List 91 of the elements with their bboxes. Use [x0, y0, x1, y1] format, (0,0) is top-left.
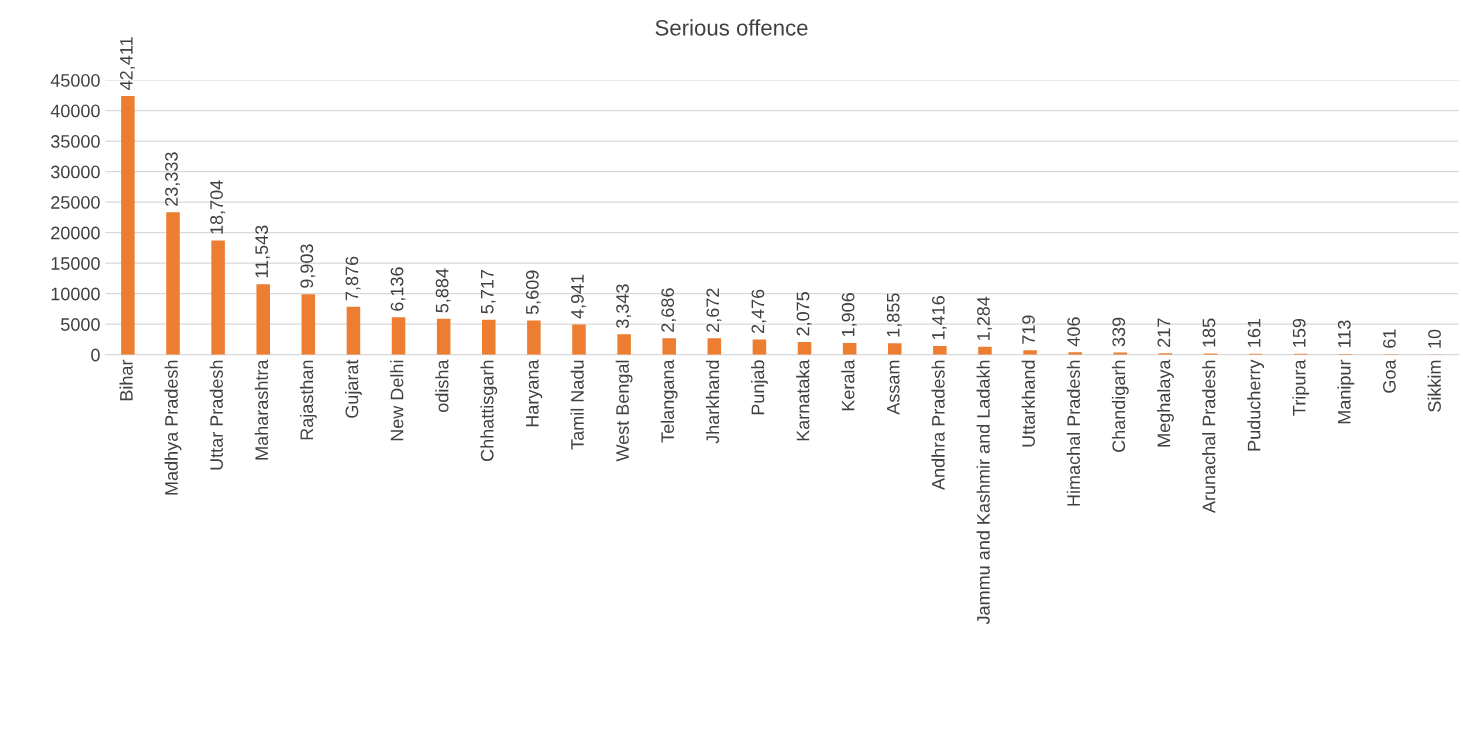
x-tick-label: Haryana — [526, 359, 543, 427]
data-label: 6,136 — [390, 267, 406, 311]
x-tick-label: Assam — [886, 360, 900, 415]
x-tick-label: odisha — [435, 359, 449, 412]
x-tick-label: Goa — [1383, 359, 1396, 393]
data-label: 11,543 — [255, 225, 271, 278]
data-label: 2,075 — [796, 292, 812, 336]
x-tick-label: Jharkhand — [705, 360, 720, 444]
data-label: 1,906 — [841, 293, 857, 337]
x-tick-label: Andhra Pradesh — [931, 360, 945, 490]
bar — [707, 338, 722, 355]
data-label: 42,411 — [119, 37, 135, 90]
x-tick-label: Madhya Pradesh — [164, 360, 182, 495]
data-label: 10 — [1428, 329, 1441, 348]
data-label: 719 — [1022, 315, 1035, 344]
x-tick-label: Meghalaya — [1156, 359, 1174, 447]
data-label: 406 — [1067, 317, 1081, 347]
data-label: 23,333 — [165, 152, 180, 206]
x-tick-label: Jammu and Kashmir and Ladakh — [976, 360, 990, 625]
y-tick-label: 40000 — [50, 104, 100, 118]
bar — [617, 334, 631, 355]
bar — [391, 317, 406, 355]
bar — [256, 284, 270, 355]
x-tick-label: Puducherry — [1247, 359, 1265, 451]
y-tick-label: 20000 — [51, 226, 100, 240]
x-tick-label: New Delhi — [390, 360, 404, 441]
x-tick-label: Punjab — [751, 360, 768, 415]
bar — [887, 343, 902, 355]
data-label: 5,717 — [481, 269, 496, 314]
data-label: 1,855 — [886, 293, 902, 337]
data-label: 1,284 — [977, 296, 992, 340]
x-tick-label: West Bengal — [615, 360, 633, 462]
x-tick-label: Chhattisgarh — [480, 360, 498, 461]
bar — [346, 306, 361, 355]
y-tick-label: 15000 — [51, 257, 100, 270]
x-tick-label: Tamil Nadu — [570, 360, 584, 450]
x-tick-label: Gujarat — [345, 359, 362, 418]
x-tick-label: Maharashtra — [254, 359, 269, 460]
data-label: 61 — [1383, 329, 1396, 348]
data-label: 217 — [1157, 318, 1171, 347]
data-label: 159 — [1292, 318, 1306, 347]
x-tick-label: Telangana — [660, 359, 678, 443]
data-label: 5,884 — [435, 268, 451, 313]
y-tick-label: 35000 — [50, 135, 100, 148]
x-tick-label: Sikkim — [1427, 360, 1441, 412]
bar — [527, 320, 541, 355]
bar — [121, 95, 135, 355]
bar — [842, 343, 857, 355]
y-tick-label: 30000 — [50, 165, 100, 179]
y-tick-label: 5000 — [61, 318, 100, 331]
bar — [211, 240, 225, 355]
data-label: 2,672 — [706, 288, 722, 332]
y-tick-label: 10000 — [51, 287, 100, 301]
data-label: 1,416 — [931, 296, 947, 340]
bar — [301, 294, 316, 355]
x-tick-label: Uttarkhand — [1021, 360, 1035, 447]
data-label: 18,704 — [210, 180, 226, 234]
x-tick-label: Arunachal Pradesh — [1202, 360, 1216, 514]
data-label: 4,941 — [571, 274, 586, 319]
x-tick-label: Rajasthan — [299, 360, 317, 440]
bar — [797, 342, 812, 355]
chart-title: Serious offence — [655, 19, 808, 36]
x-tick-label: Uttar Pradesh — [209, 360, 223, 470]
data-label: 9,903 — [300, 244, 316, 288]
y-tick-label: 45000 — [50, 74, 100, 87]
x-tick-label: Tripura — [1292, 359, 1310, 416]
data-label: 5,609 — [525, 270, 541, 315]
data-label: 2,476 — [751, 289, 767, 334]
bar — [1023, 350, 1037, 355]
x-tick-label: Karnataka — [796, 359, 810, 441]
data-label: 185 — [1202, 318, 1216, 347]
y-tick-label: 0 — [91, 348, 100, 362]
data-label: 7,876 — [345, 256, 361, 301]
data-label: 161 — [1247, 318, 1261, 347]
bar — [482, 319, 496, 355]
bar — [933, 346, 947, 355]
bar — [572, 324, 586, 355]
x-tick-label: Chandigarh — [1111, 360, 1129, 452]
y-tick-label: 25000 — [51, 196, 100, 209]
data-label: 339 — [1112, 317, 1126, 347]
data-label: 2,686 — [661, 288, 677, 332]
x-tick-label: Kerala — [841, 359, 855, 411]
bar — [436, 318, 451, 355]
data-label: 113 — [1337, 320, 1351, 348]
x-tick-label: Manipur — [1337, 359, 1355, 424]
x-tick-label: Bihar — [119, 359, 133, 401]
bar — [662, 338, 676, 355]
bar — [166, 212, 180, 355]
data-label: 3,343 — [616, 284, 632, 329]
bar — [978, 346, 992, 355]
x-tick-label: Himachal Pradesh — [1066, 360, 1081, 506]
